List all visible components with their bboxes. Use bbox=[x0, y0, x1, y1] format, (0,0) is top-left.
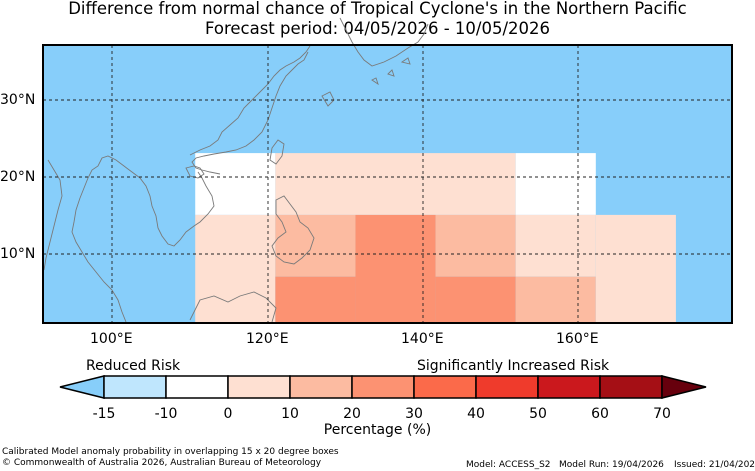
lon-label-100e: 100°E bbox=[90, 331, 133, 347]
andaman-coast bbox=[43, 159, 63, 271]
colorbar-tick-label: 30 bbox=[405, 406, 423, 422]
anomaly-cell bbox=[435, 276, 516, 323]
anomaly-cell bbox=[195, 153, 276, 215]
taiwan-island bbox=[269, 139, 285, 165]
colorbar-bin bbox=[289, 375, 353, 399]
anomaly-cell bbox=[275, 153, 516, 215]
anomaly-cells bbox=[195, 153, 676, 323]
colorbar-axis-label: Percentage (%) bbox=[323, 422, 432, 438]
colorbar-tick-label: -15 bbox=[92, 406, 116, 422]
footer-issued: Issued: 21/04/2026 bbox=[674, 460, 755, 470]
borneo-coast bbox=[189, 291, 277, 323]
footer-copyright: © Commonwealth of Australia 2026, Austra… bbox=[2, 458, 322, 468]
lon-label-160e: 160°E bbox=[556, 331, 599, 347]
colorbar-tick-label: 60 bbox=[591, 406, 609, 422]
anomaly-cell bbox=[195, 214, 276, 323]
china-coastline bbox=[189, 45, 311, 156]
anomaly-cell bbox=[355, 214, 436, 323]
philippines-islands bbox=[271, 195, 315, 265]
colorbar-tick-label: 10 bbox=[281, 406, 299, 422]
colorbar-tick-label: -10 bbox=[154, 406, 178, 422]
anomaly-cell bbox=[595, 214, 676, 323]
lon-label-140e: 140°E bbox=[401, 331, 444, 347]
anomaly-cell bbox=[515, 153, 596, 215]
colorbar-bin bbox=[599, 375, 663, 399]
colorbar-bin bbox=[103, 375, 167, 399]
colorbar-tick-label: 20 bbox=[343, 406, 361, 422]
colorbar-bin bbox=[413, 375, 477, 399]
lat-label-10n: 10°N bbox=[0, 246, 36, 262]
lat-label-20n: 20°N bbox=[0, 169, 36, 185]
anomaly-cell bbox=[515, 214, 596, 277]
lat-label-30n: 30°N bbox=[0, 92, 36, 108]
lon-label-120e: 120°E bbox=[246, 331, 289, 347]
forecast-period: Forecast period: 04/05/2026 - 10/05/2026 bbox=[204, 19, 551, 38]
colorbar-bin bbox=[351, 375, 415, 399]
footer-model: Model: ACCESS_S2 bbox=[466, 460, 551, 470]
colorbar-tick-label: 50 bbox=[529, 406, 547, 422]
anomaly-cell bbox=[275, 214, 356, 277]
map-frame bbox=[42, 44, 733, 324]
chart-title: Difference from normal chance of Tropica… bbox=[68, 0, 687, 18]
colorbar-over-arrow bbox=[661, 375, 707, 399]
anomaly-cell bbox=[435, 214, 516, 277]
china-southeast-coast bbox=[191, 51, 309, 175]
indochina-coast bbox=[79, 155, 215, 247]
colorbar-bin bbox=[227, 375, 291, 399]
colorbar-bin bbox=[537, 375, 601, 399]
colorbar-tick-label: 70 bbox=[653, 406, 671, 422]
reduced-risk-label: Reduced Risk bbox=[86, 358, 181, 374]
colorbar-tick-label: 0 bbox=[223, 406, 233, 422]
gridlines bbox=[43, 45, 732, 323]
footer-note: Calibrated Model anomaly probability in … bbox=[2, 447, 339, 457]
colorbar-bin bbox=[165, 375, 229, 399]
colorbar-under-arrow bbox=[59, 375, 105, 399]
coastlines bbox=[43, 17, 429, 323]
malay-peninsula-coast bbox=[71, 197, 127, 323]
hainan-island bbox=[185, 165, 205, 179]
anomaly-cell bbox=[275, 276, 356, 323]
small-islands bbox=[371, 57, 411, 86]
footer-model-run: Model Run: 19/04/2026 bbox=[559, 460, 664, 470]
japan-coast bbox=[339, 17, 429, 67]
anomaly-cell bbox=[515, 276, 596, 323]
increased-risk-label: Significantly Increased Risk bbox=[417, 358, 610, 374]
colorbar bbox=[59, 375, 707, 399]
colorbar-bin bbox=[475, 375, 539, 399]
colorbar-tick-label: 40 bbox=[467, 406, 485, 422]
